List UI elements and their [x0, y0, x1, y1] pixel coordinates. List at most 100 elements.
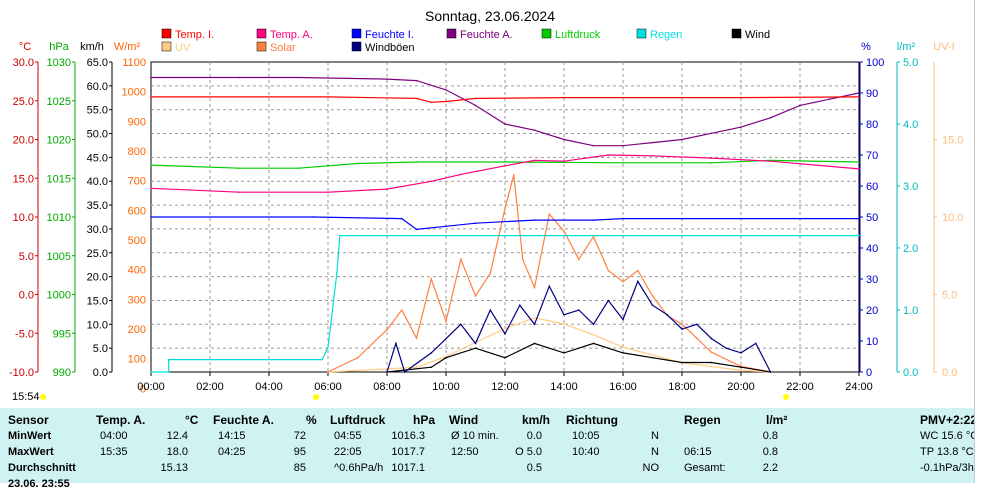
- rain-axis-tick: 3.0: [903, 181, 918, 193]
- series-point: [445, 320, 447, 323]
- series-point: [321, 358, 323, 361]
- series-point: [651, 304, 654, 307]
- series-point: [607, 269, 610, 272]
- vertical-scrollbar[interactable]: [974, 0, 984, 483]
- weather-chart: Sonntag, 23.06.2024 Temp. I. Temp. A. Feuc…: [9, 8, 964, 395]
- time-tick: 14:00: [550, 381, 578, 393]
- legend-swatch: [636, 28, 647, 39]
- series-point: [666, 314, 669, 316]
- series-point: [474, 104, 477, 107]
- series-point: [430, 352, 433, 354]
- stats-header-wind: Wind: [449, 413, 479, 427]
- series-point: [858, 217, 860, 220]
- uv-axis-tick: 0.0: [942, 367, 957, 379]
- time-tick: 10:00: [432, 381, 460, 393]
- series-point: [238, 167, 241, 169]
- series-point: [710, 351, 713, 354]
- stats-cell-f-time: 04:25: [218, 446, 246, 458]
- legend-swatch: [446, 28, 457, 39]
- series-point: [474, 347, 477, 350]
- series-line-solar: [327, 174, 771, 373]
- series-point: [563, 138, 565, 141]
- series-point: [327, 96, 329, 98]
- series-point: [622, 144, 624, 147]
- temp-axis-tick: 30.0: [13, 57, 34, 69]
- series-point: [513, 173, 515, 176]
- pressure-axis-tick: 1020: [47, 135, 71, 147]
- time-tick: 24:00: [845, 381, 873, 393]
- stats-header-temp: Temp. A.: [96, 413, 146, 427]
- solar-axis-tick: 0: [140, 383, 146, 395]
- series-point: [578, 258, 580, 261]
- stats-header-feuchte-unit: %: [306, 413, 317, 427]
- humidity-axis-tick: 0: [866, 367, 872, 379]
- series-point: [150, 96, 152, 98]
- series-point: [297, 76, 300, 79]
- wind-axis-tick: 5.0: [93, 343, 108, 355]
- uv-axis-tick: 15.0: [942, 135, 963, 147]
- legend-swatch: [161, 28, 172, 39]
- series-point: [637, 269, 639, 272]
- series-point: [504, 207, 506, 210]
- series-point: [504, 165, 506, 167]
- series-point: [858, 234, 860, 237]
- chart-legend: Temp. I. Temp. A. Feuchte I. Feuchte A. Luft…: [161, 28, 770, 54]
- wind-axis-unit: km/h: [80, 41, 104, 53]
- series-point: [651, 141, 654, 144]
- series-point: [681, 138, 683, 141]
- wind-axis-tick: 65.0: [87, 57, 108, 69]
- solar-axis-tick: 300: [128, 294, 146, 306]
- legend-label: Feuchte I.: [365, 29, 414, 41]
- wind-axis-tick: 50.0: [87, 129, 108, 141]
- series-point: [356, 357, 359, 359]
- pressure-axis-unit: hPa: [49, 41, 69, 53]
- series-point: [799, 104, 801, 107]
- series-point: [607, 299, 610, 302]
- series-line-temp-a-: [150, 154, 860, 193]
- series-point: [592, 323, 595, 326]
- series-point: [607, 154, 610, 156]
- series-point: [578, 309, 580, 311]
- series-point: [563, 160, 565, 162]
- stats-cell-f-time: 14:15: [218, 430, 246, 442]
- pressure-axis-tick: 1010: [47, 212, 71, 224]
- time-tick: 08:00: [373, 381, 401, 393]
- time-tick: 16:00: [609, 381, 637, 393]
- series-point: [651, 295, 654, 297]
- series-point: [622, 162, 624, 164]
- time-tick: 20:00: [727, 381, 755, 393]
- rain-axis-unit: l/m²: [897, 41, 916, 53]
- series-point: [327, 371, 329, 373]
- series-point: [563, 230, 565, 232]
- series-point: [386, 78, 388, 80]
- series-point: [150, 187, 152, 190]
- stats-cell-r-dir: N: [651, 446, 659, 458]
- stats-cell-label: Durchschnitt: [8, 462, 76, 474]
- series-point: [445, 356, 447, 359]
- legend-swatch: [256, 28, 267, 39]
- stats-cell-w-label: Ø 10 min.: [451, 430, 499, 442]
- series-point: [681, 217, 683, 220]
- temp-axis-tick: 0.0: [19, 290, 34, 302]
- series-point: [622, 281, 624, 283]
- stats-cell-t-val: 18.0: [166, 446, 188, 458]
- chart-series: [150, 76, 860, 373]
- chart-grid: [150, 61, 860, 373]
- series-point: [415, 228, 418, 231]
- series-point: [563, 314, 565, 316]
- series-point: [755, 342, 757, 345]
- series-point: [312, 216, 315, 218]
- stats-header-pmv: PMV+2:22: [920, 413, 978, 427]
- stats-header-regen-unit: l/m²: [766, 413, 788, 427]
- stats-cell-rg-val: 0.8: [762, 430, 778, 442]
- series-point: [386, 328, 388, 331]
- uv-axis-tick: 5.0: [942, 290, 957, 302]
- series-point: [710, 361, 713, 364]
- series-point: [460, 173, 462, 176]
- time-tick: 00:00: [137, 381, 165, 393]
- stats-cell-l-time: ^0.6hPa/h: [334, 462, 384, 474]
- series-point: [504, 123, 506, 125]
- series-point: [622, 217, 624, 220]
- legend-swatch: [161, 41, 172, 52]
- wind-axis-tick: 45.0: [87, 152, 108, 164]
